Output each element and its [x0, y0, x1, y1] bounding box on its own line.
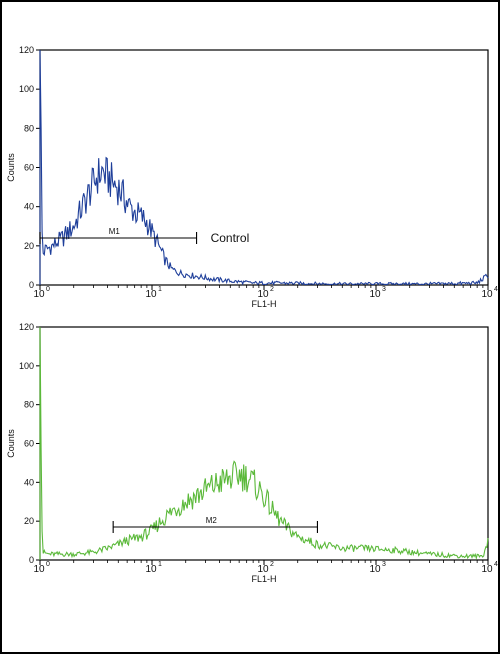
- x-tick-exponent: 3: [382, 286, 386, 293]
- x-tick-exponent: 3: [382, 561, 386, 568]
- y-tick-label: 20: [24, 516, 34, 526]
- x-tick-exponent: 0: [46, 286, 50, 293]
- y-tick-label: 40: [24, 202, 34, 212]
- y-tick-label: 40: [24, 477, 34, 487]
- x-axis-label: FL1-H: [251, 574, 276, 584]
- x-tick-label: 10: [481, 289, 493, 300]
- histogram-line-1: [39, 49, 489, 286]
- x-tick-exponent: 4: [494, 561, 498, 568]
- x-tick-exponent: 1: [158, 286, 162, 293]
- y-tick-label: 120: [19, 45, 34, 55]
- y-axis-label: Counts: [6, 153, 16, 182]
- marker-label: M1: [109, 227, 121, 236]
- histogram-line-2: [39, 326, 489, 561]
- x-tick-label: 10: [369, 564, 381, 575]
- x-tick-label: 10: [369, 289, 381, 300]
- plot-area-2: [39, 326, 489, 561]
- y-tick-label: 120: [19, 322, 34, 332]
- x-tick-label: 10: [257, 289, 269, 300]
- marker-label: M2: [206, 516, 218, 525]
- x-tick-label: 10: [33, 564, 45, 575]
- x-tick-label: 10: [481, 564, 493, 575]
- annotation-label: Control: [211, 231, 250, 245]
- y-tick-label: 60: [24, 163, 34, 173]
- x-tick-label: 10: [257, 564, 269, 575]
- x-tick-exponent: 2: [270, 286, 274, 293]
- y-tick-label: 80: [24, 123, 34, 133]
- y-tick-label: 0: [29, 280, 34, 290]
- y-tick-label: 20: [24, 241, 34, 251]
- x-tick-label: 10: [33, 289, 45, 300]
- x-axis-label: FL1-H: [251, 299, 276, 309]
- y-tick-label: 0: [29, 555, 34, 565]
- x-tick-exponent: 0: [46, 561, 50, 568]
- y-axis-label: Counts: [6, 429, 16, 458]
- x-tick-exponent: 4: [494, 286, 498, 293]
- y-tick-label: 80: [24, 400, 34, 410]
- x-tick-label: 10: [145, 564, 157, 575]
- x-tick-exponent: 2: [270, 561, 274, 568]
- x-tick-exponent: 1: [158, 561, 162, 568]
- y-tick-label: 100: [19, 361, 34, 371]
- y-tick-label: 100: [19, 84, 34, 94]
- x-tick-label: 10: [145, 289, 157, 300]
- y-tick-label: 60: [24, 439, 34, 449]
